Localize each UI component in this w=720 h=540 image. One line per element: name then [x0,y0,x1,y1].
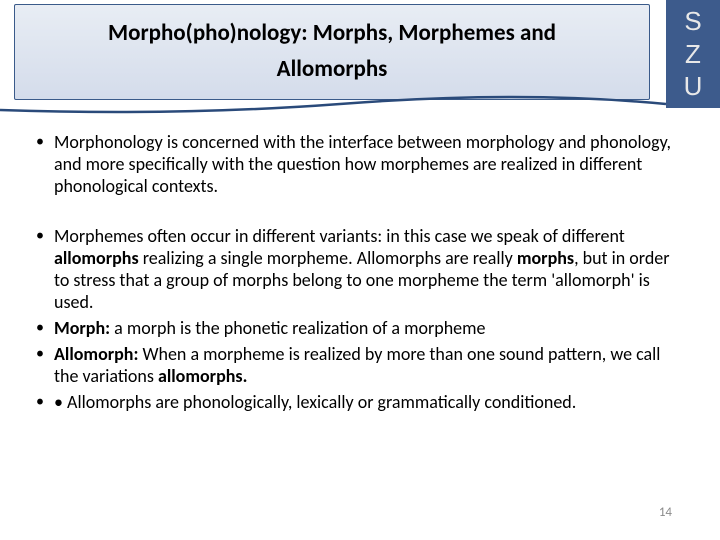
text-span: a morph is the phonetic realization of a… [114,317,485,339]
page-number: 14 [659,505,672,520]
bullet-dot-icon: • [34,344,54,364]
bullet-item: • Morphonology is concerned with the int… [34,132,686,198]
bullet-dot-icon: • [34,392,54,412]
bullet-text: • Allomorphs are phonologically, lexical… [54,392,686,414]
bullet-group-2: • Morphemes often occur in different var… [34,226,686,414]
text-span: realizing a single morpheme. Allomorphs … [139,247,517,269]
bullet-item: • • Allomorphs are phonologically, lexic… [34,392,686,414]
logo-letter-s: S [684,5,701,38]
bullet-group-1: • Morphonology is concerned with the int… [34,132,686,198]
bold-span: Allomorph: [54,343,143,365]
title-line2: Allomorphs [277,55,388,85]
bullet-item: • Morph: a morph is the phonetic realiza… [34,318,686,340]
title-line1: Morpho(pho)nology: Morphs, Morphemes and [108,19,556,49]
bullet-dot-icon: • [34,226,54,246]
bold-span: allomorphs. [158,365,247,387]
content-area: • Morphonology is concerned with the int… [0,108,720,413]
bullet-item: • Allomorph: When a morpheme is realized… [34,344,686,388]
text-span: Morphemes often occur in different varia… [54,225,625,247]
logo-box: S Z U [666,0,720,108]
bullet-text: Morph: a morph is the phonetic realizati… [54,318,686,340]
bullet-dot-icon: • [34,318,54,338]
title-box: Morpho(pho)nology: Morphs, Morphemes and… [14,4,650,100]
logo-letter-z: Z [685,38,701,71]
bullet-text: Morphonology is concerned with the inter… [54,132,686,198]
bold-span: Morph: [54,317,114,339]
bullet-item: • Morphemes often occur in different var… [34,226,686,314]
logo-letter-u: U [684,70,703,103]
bold-span: morphs [517,247,574,269]
bullet-text: Allomorph: When a morpheme is realized b… [54,344,686,388]
bold-span: allomorphs [54,247,139,269]
bullet-dot-icon: • [34,132,54,152]
bullet-text: Morphemes often occur in different varia… [54,226,686,314]
text-span: When a morpheme is realized by more than… [54,343,660,387]
header-region: Morpho(pho)nology: Morphs, Morphemes and… [0,0,720,108]
